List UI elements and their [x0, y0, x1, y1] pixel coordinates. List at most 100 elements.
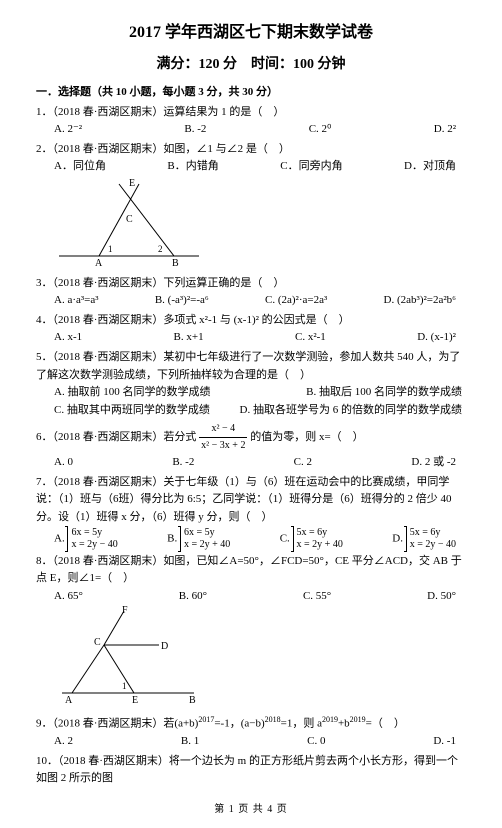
q7-sys-b: 6x = 5y x = 2y + 40	[180, 527, 230, 551]
q7-sysC1: 5x = 6y	[297, 527, 328, 538]
q6-stem: 6．（2018 春·西湖区期末）若分式 x² − 4 x² − 3x + 2 的…	[36, 421, 466, 454]
q9-d: +b	[338, 718, 350, 730]
q3-opt-b: B. (-a³)²=-a⁶	[155, 292, 209, 310]
q9-opt-b: B. 1	[181, 733, 199, 751]
q3-opt-a: A. a·a³=a³	[54, 292, 99, 310]
q3-opt-c: C. (2a)²·a=2a³	[265, 292, 327, 310]
q1-stem: 1．（2018 春·西湖区期末）运算结果为 1 的是（ ）	[36, 104, 466, 122]
svg-text:B: B	[172, 258, 179, 266]
q2-stem: 2．（2018 春·西湖区期末）如图，∠1 与∠2 是（ ）	[36, 141, 466, 159]
q7-sysD2: x = 2y − 40	[410, 539, 456, 550]
q8-opt-a: A. 65°	[54, 588, 83, 606]
q6-opt-b: B. -2	[172, 454, 194, 472]
q7-sys-a: 6x = 5y x = 2y − 40	[67, 527, 117, 551]
page-title: 2017 学年西湖区七下期末数学试卷	[36, 20, 466, 46]
q7-opt-c: C. 5x = 6y x = 2y + 40	[280, 527, 343, 551]
q6-opt-d: D. 2 或 -2	[411, 454, 456, 472]
q9-opt-a: A. 2	[54, 733, 73, 751]
q7-c-label: C.	[280, 532, 290, 544]
q1-opt-d: D. 2²	[434, 121, 456, 139]
q8-opt-d: D. 50°	[427, 588, 456, 606]
svg-text:E: E	[129, 178, 135, 189]
q2-opt-d: D．对顶角	[404, 158, 456, 176]
section-1-head: 一．选择题（共 10 小题，每小题 3 分，共 30 分）	[36, 84, 466, 102]
q9-s2: 2018	[265, 715, 281, 724]
q8-stem: 8．（2018 春·西湖区期末）如图，已知∠A=50°，∠FCD=50°，CE …	[36, 553, 466, 588]
q6-opt-c: C. 2	[294, 454, 312, 472]
q8-figure: A E B C D F 1	[36, 605, 466, 712]
q6-stem-b: 的值为零，则 x=（ ）	[250, 431, 363, 443]
svg-text:2: 2	[158, 244, 163, 254]
page-footer: 第 1 页 共 4 页	[36, 802, 466, 818]
question-3: 3．（2018 春·西湖区期末）下列运算正确的是（ ） A. a·a³=a³ B…	[36, 275, 466, 310]
q7-a-label: A.	[54, 532, 65, 544]
q7-opt-a: A. 6x = 5y x = 2y − 40	[54, 527, 118, 551]
q9-b: =-1，(a−b)	[214, 718, 264, 730]
q7-stem: 7．（2018 春·西湖区期末）关于七年级（1）与（6）班在运动会中的比赛成绩，…	[36, 474, 466, 527]
q7-opt-d: D. 5x = 6y x = 2y − 40	[392, 527, 456, 551]
q8-opt-c: C. 55°	[303, 588, 331, 606]
q2-figure: A B E C 1 2	[36, 176, 466, 273]
q3-opt-d: D. (2ab³)²=2a²b⁶	[384, 292, 456, 310]
q7-sysA1: 6x = 5y	[71, 527, 102, 538]
q7-sysC2: x = 2y + 40	[297, 539, 343, 550]
q5-opt-a: A. 抽取前 100 名同学的数学成绩	[54, 384, 210, 402]
svg-text:B: B	[189, 695, 196, 705]
svg-text:F: F	[122, 605, 128, 616]
question-7: 7．（2018 春·西湖区期末）关于七年级（1）与（6）班在运动会中的比赛成绩，…	[36, 474, 466, 551]
question-1: 1．（2018 春·西湖区期末）运算结果为 1 的是（ ） A. 2⁻² B. …	[36, 104, 466, 139]
question-5: 5．（2018 春·西湖区期末）某初中七年级进行了一次数学测验，参加人数共 54…	[36, 349, 466, 419]
q1-opt-c: C. 2⁰	[309, 121, 332, 139]
q2-opt-a: A．同位角	[54, 158, 106, 176]
q9-s1: 2017	[198, 715, 214, 724]
q2-opt-c: C．同旁内角	[280, 158, 342, 176]
svg-text:E: E	[132, 695, 138, 705]
q9-e: =（ ）	[366, 718, 405, 730]
q1-opt-a: A. 2⁻²	[54, 121, 82, 139]
q9-s4: 2019	[350, 715, 366, 724]
svg-text:1: 1	[108, 244, 113, 254]
q7-sysA2: x = 2y − 40	[71, 539, 117, 550]
q7-sysB1: 6x = 5y	[184, 527, 215, 538]
q5-opt-b: B. 抽取后 100 名同学的数学成绩	[306, 384, 462, 402]
q9-s3: 2019	[322, 715, 338, 724]
q7-sysD1: 5x = 6y	[410, 527, 441, 538]
svg-text:1: 1	[122, 681, 127, 691]
q9-opt-c: C. 0	[307, 733, 325, 751]
q4-stem: 4．（2018 春·西湖区期末）多项式 x²-1 与 (x-1)² 的公因式是（…	[36, 312, 466, 330]
q7-sys-c: 5x = 6y x = 2y + 40	[293, 527, 343, 551]
q5-opt-d: D. 抽取各班学号为 6 的倍数的同学的数学成绩	[240, 402, 462, 420]
q4-opt-d: D. (x-1)²	[417, 329, 456, 347]
q4-opt-c: C. x²-1	[295, 329, 326, 347]
q7-sysB2: x = 2y + 40	[184, 539, 230, 550]
svg-text:C: C	[126, 214, 133, 225]
q10-stem: 10．（2018 春·西湖区期末）将一个边长为 m 的正方形纸片剪去两个小长方形…	[36, 753, 466, 788]
question-10: 10．（2018 春·西湖区期末）将一个边长为 m 的正方形纸片剪去两个小长方形…	[36, 753, 466, 788]
q7-d-label: D.	[392, 532, 403, 544]
question-8: 8．（2018 春·西湖区期末）如图，已知∠A=50°，∠FCD=50°，CE …	[36, 553, 466, 712]
q7-b-label: B.	[167, 532, 177, 544]
svg-text:A: A	[65, 695, 73, 705]
q6-frac-den: x² − 3x + 2	[199, 438, 247, 454]
q5-stem: 5．（2018 春·西湖区期末）某初中七年级进行了一次数学测验，参加人数共 54…	[36, 349, 466, 384]
q4-opt-a: A. x-1	[54, 329, 82, 347]
q5-opt-c: C. 抽取其中两班同学的数学成绩	[54, 402, 210, 420]
q8-opt-b: B. 60°	[179, 588, 207, 606]
exam-page: 2017 学年西湖区七下期末数学试卷 满分：120 分 时间：100 分钟 一．…	[0, 0, 502, 828]
q6-stem-a: 6．（2018 春·西湖区期末）若分式	[36, 431, 199, 443]
question-2: 2．（2018 春·西湖区期末）如图，∠1 与∠2 是（ ） A．同位角 B．内…	[36, 141, 466, 273]
question-4: 4．（2018 春·西湖区期末）多项式 x²-1 与 (x-1)² 的公因式是（…	[36, 312, 466, 347]
q7-opt-b: B. 6x = 5y x = 2y + 40	[167, 527, 230, 551]
page-subtitle: 满分：120 分 时间：100 分钟	[36, 54, 466, 76]
q6-frac-num: x² − 4	[199, 421, 247, 438]
q9-stem: 9．（2018 春·西湖区期末）若(a+b)2017=-1，(a−b)2018=…	[36, 714, 466, 733]
question-6: 6．（2018 春·西湖区期末）若分式 x² − 4 x² − 3x + 2 的…	[36, 421, 466, 472]
q6-fraction: x² − 4 x² − 3x + 2	[199, 421, 247, 454]
q9-opt-d: D. -1	[433, 733, 456, 751]
svg-text:D: D	[161, 641, 168, 652]
question-9: 9．（2018 春·西湖区期末）若(a+b)2017=-1，(a−b)2018=…	[36, 714, 466, 751]
q4-opt-b: B. x+1	[174, 329, 204, 347]
q9-c: =1，则 a	[281, 718, 322, 730]
q1-opt-b: B. -2	[184, 121, 206, 139]
q9-a: 9．（2018 春·西湖区期末）若(a+b)	[36, 718, 198, 730]
